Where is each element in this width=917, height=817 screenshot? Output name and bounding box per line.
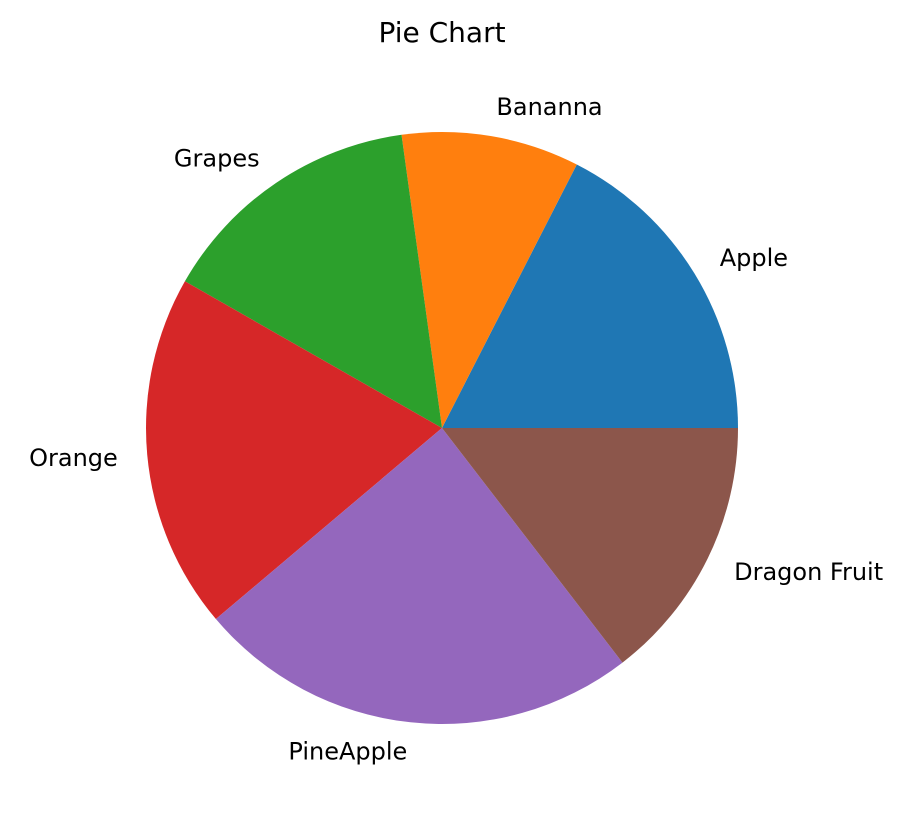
pie-slice-bananna [401,131,577,429]
pie-label-orange: Orange [29,444,118,472]
pie-label-grapes: Grapes [174,144,260,172]
pie-slice-orange [146,281,442,620]
pie-label-dragon-fruit: Dragon Fruit [734,558,883,586]
pie-slice-dragon-fruit [442,428,738,663]
pie-slice-grapes [184,134,442,428]
chart-title: Pie Chart [378,16,505,49]
pie-slice-apple [442,164,738,428]
pie-label-bananna: Bananna [496,93,602,121]
pie-slice-pineapple [215,428,623,724]
pie-labels: Apple Bananna Grapes Orange PineApple Dragon … [29,93,883,766]
pie-slices [146,131,738,724]
pie-label-pineapple: PineApple [288,738,407,766]
pie-label-apple: Apple [720,244,788,272]
